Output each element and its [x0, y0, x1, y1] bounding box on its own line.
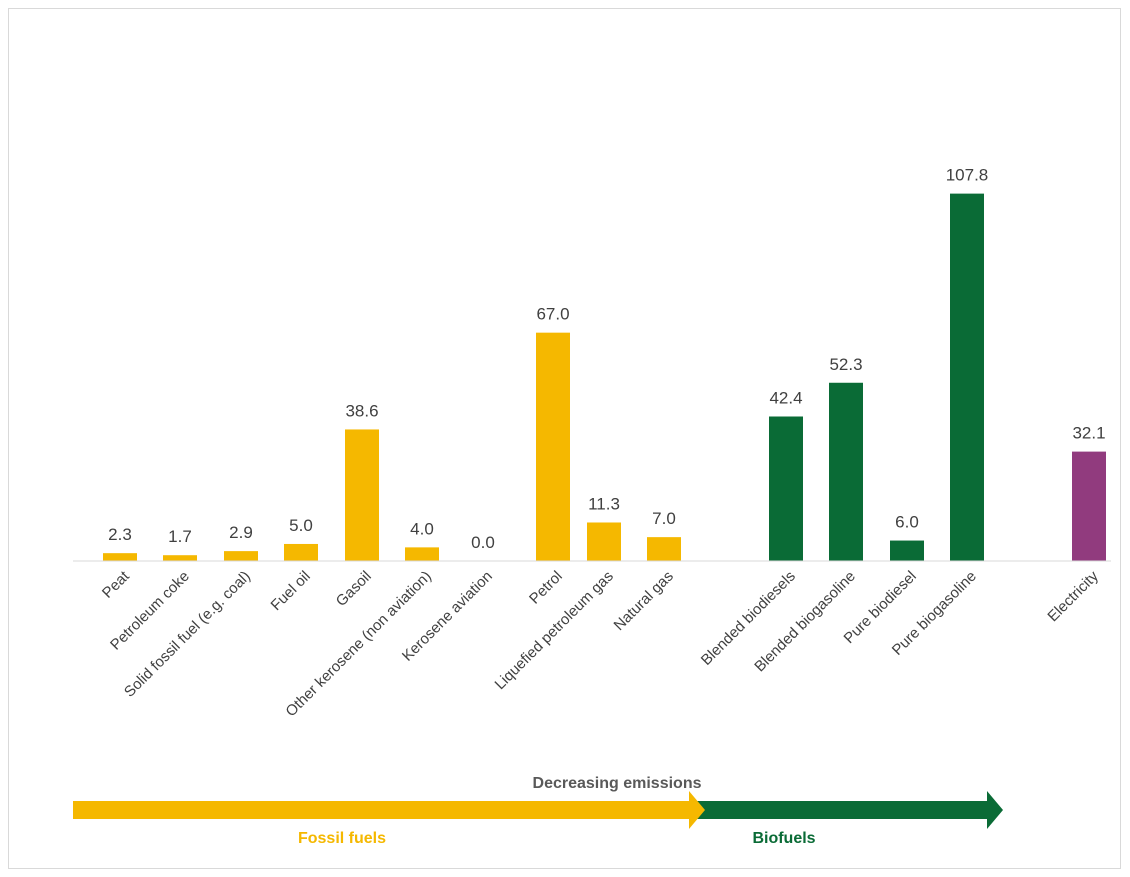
bar-0: [103, 553, 137, 561]
bar-8: [587, 522, 621, 561]
category-label-7: Petrol: [526, 568, 566, 608]
value-label-3: 5.0: [289, 516, 313, 535]
value-label-7: 67.0: [536, 305, 569, 324]
arrow-title: Decreasing emissions: [533, 775, 702, 792]
bar-3: [284, 543, 318, 561]
bar-11: [829, 382, 863, 561]
value-label-14: 32.1: [1072, 424, 1105, 443]
emissions-arrow: Decreasing emissions Fossil fuels Biofue…: [73, 775, 1003, 847]
category-label-9: Natural gas: [611, 568, 677, 634]
fossil-fuels-label: Fossil fuels: [298, 830, 386, 847]
value-label-6: 0.0: [471, 533, 495, 552]
bar-5: [405, 547, 439, 561]
biofuels-arrow: [689, 791, 1003, 829]
category-label-2: Solid fossil fuel (e.g. coal): [121, 568, 254, 701]
value-label-8: 11.3: [588, 494, 620, 513]
chart-frame: 2.3 1.7 2.9 5.0 38.6 4.0 0.0 67.0 11.3 7.0 42.4 52.…: [8, 8, 1121, 869]
value-label-13: 107.8: [946, 166, 989, 185]
category-label-0: Peat: [99, 567, 133, 601]
bar-7: [536, 332, 570, 561]
bar-chart: 2.3 1.7 2.9 5.0 38.6 4.0 0.0 67.0 11.3 7.0 42.4 52.…: [73, 166, 1111, 847]
bar-9: [647, 537, 681, 561]
value-label-0: 2.3: [108, 525, 132, 544]
category-label-4: Gasoil: [333, 568, 375, 610]
bar-13: [950, 193, 984, 561]
biofuels-label: Biofuels: [752, 830, 815, 847]
value-label-4: 38.6: [345, 401, 378, 420]
value-labels-group: 2.3 1.7 2.9 5.0 38.6 4.0 0.0 67.0 11.3 7.0 42.4 52.…: [108, 166, 1105, 552]
value-label-12: 6.0: [895, 513, 919, 532]
fossil-fuels-arrow: [73, 791, 705, 829]
bar-12: [890, 540, 924, 561]
value-label-11: 52.3: [829, 355, 862, 374]
category-label-3: Fuel oil: [268, 568, 314, 614]
bar-4: [345, 429, 379, 561]
bar-10: [769, 416, 803, 561]
bar-14: [1072, 451, 1106, 561]
bars-group: [103, 193, 1106, 561]
value-label-1: 1.7: [168, 527, 192, 546]
bar-2: [224, 551, 258, 561]
value-label-2: 2.9: [229, 523, 253, 542]
category-label-14: Electricity: [1044, 567, 1102, 625]
category-label-11: Blended biogasoline: [751, 568, 859, 676]
bar-1: [163, 555, 197, 561]
value-label-9: 7.0: [652, 509, 676, 528]
value-label-10: 42.4: [769, 389, 802, 408]
value-label-5: 4.0: [410, 519, 434, 538]
